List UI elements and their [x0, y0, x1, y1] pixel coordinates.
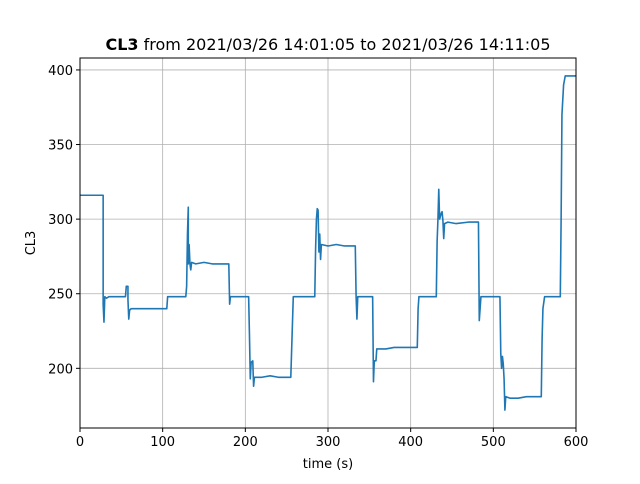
grid-lines — [79, 58, 577, 428]
y-tick-label: 250 — [48, 288, 73, 303]
x-tick-label: 300 — [316, 435, 341, 450]
x-tick-label: 200 — [233, 435, 258, 450]
series-group — [80, 75, 576, 411]
y-axis-label: CL3 — [24, 231, 39, 256]
y-tick-label: 400 — [48, 64, 73, 79]
x-tick-label: 400 — [398, 435, 423, 450]
chart-title: CL3 from 2021/03/26 14:01:05 to 2021/03/… — [105, 35, 550, 54]
chart-title-rest: from 2021/03/26 14:01:05 to 2021/03/26 1… — [139, 35, 551, 54]
x-tick-label: 0 — [76, 435, 84, 450]
series-line — [80, 75, 576, 411]
y-tick-label: 200 — [48, 362, 73, 377]
axis-ticks: 0 100 200 300 400 500 600 200 250 300 350 400 — [48, 64, 588, 450]
x-tick-label: 100 — [150, 435, 175, 450]
x-tick-label: 600 — [564, 435, 589, 450]
x-axis-label: time (s) — [303, 457, 353, 472]
x-tick-label: 500 — [481, 435, 506, 450]
y-tick-label: 300 — [48, 213, 73, 228]
chart-title-bold: CL3 — [105, 35, 138, 54]
y-tick-label: 350 — [48, 139, 73, 154]
